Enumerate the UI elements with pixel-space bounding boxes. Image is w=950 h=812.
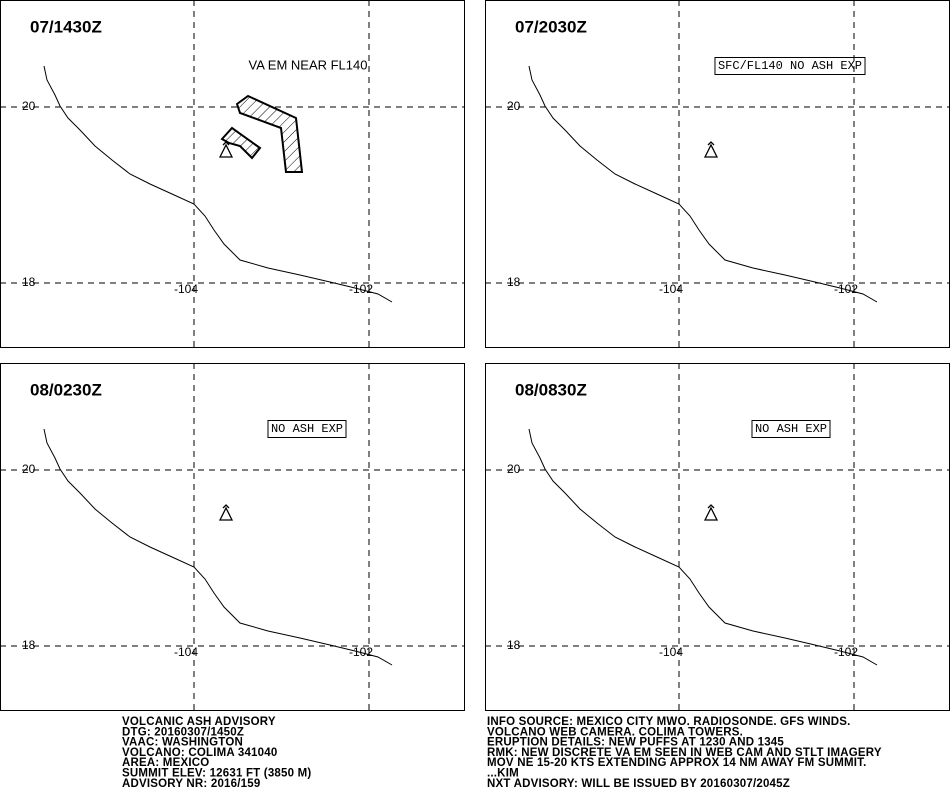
- advisory-line: MOV NE 15-20 KTS EXTENDING APPROX 14 NM …: [487, 757, 867, 769]
- coastline: [43, 65, 393, 303]
- advisory-line: VOLCANO WEB CAMERA. COLIMA TOWERS.: [487, 726, 743, 738]
- lat-label: 18: [22, 638, 36, 652]
- valid-time: 07/2030Z: [515, 17, 587, 36]
- advisory-line: AREA: MEXICO: [122, 757, 209, 769]
- ash-area: [235, 94, 304, 173]
- annotation-box: [751, 420, 831, 438]
- annotation: SFC/FL140 NO ASH EXP: [718, 59, 862, 73]
- coastline: [528, 428, 878, 666]
- lat-label: 18: [507, 638, 521, 652]
- advisory-line: NXT ADVISORY: WILL BE ISSUED BY 20160307…: [487, 778, 790, 790]
- advisory-line: RMK: NEW DISCRETE VA EM SEEN IN WEB CAM …: [487, 747, 882, 759]
- lon-label: -104: [174, 645, 198, 659]
- ash-area: [220, 126, 262, 160]
- lat-label: 18: [22, 275, 36, 289]
- lat-label: 20: [22, 99, 36, 113]
- lat-label: 18: [507, 275, 521, 289]
- advisory-line: ERUPTION DETAILS: NEW PUFFS AT 1230 AND …: [487, 737, 784, 749]
- advisory-line: VOLCANO: COLIMA 341040: [122, 747, 277, 759]
- annotation-box: [714, 57, 866, 75]
- coastline: [43, 428, 393, 666]
- annotation-box: [267, 420, 347, 438]
- annotation: VA EM NEAR FL140: [249, 57, 368, 72]
- valid-time: 08/0830Z: [515, 380, 587, 399]
- advisory-line: VAAC: WASHINGTON: [122, 737, 243, 749]
- lon-label: -104: [659, 645, 683, 659]
- panel-frame: [485, 0, 950, 348]
- advisory-line: ADVISORY NR: 2016/159: [122, 778, 260, 790]
- coastline: [528, 65, 878, 303]
- volcano-symbol: [703, 141, 719, 158]
- volcano-symbol: [703, 504, 719, 521]
- annotation: NO ASH EXP: [271, 422, 343, 436]
- advisory-line: VOLCANIC ASH ADVISORY: [122, 716, 276, 728]
- valid-time: 08/0230Z: [30, 380, 102, 399]
- panel-frame: [0, 363, 465, 711]
- valid-time: 07/1430Z: [30, 17, 102, 36]
- advisory-line: ...KIM: [487, 768, 519, 780]
- lat-label: 20: [22, 462, 36, 476]
- lat-label: 20: [507, 99, 521, 113]
- volcano-symbol: [218, 504, 234, 521]
- advisory-line: SUMMIT ELEV: 12631 FT (3850 M): [122, 768, 311, 780]
- lon-label: -104: [659, 282, 683, 296]
- advisory-line: INFO SOURCE: MEXICO CITY MWO. RADIOSONDE…: [487, 716, 851, 728]
- annotation: NO ASH EXP: [755, 422, 827, 436]
- panel-frame: [485, 363, 950, 711]
- panel-frame: [0, 0, 465, 348]
- advisory-line: DTG: 20160307/1450Z: [122, 726, 244, 738]
- lat-label: 20: [507, 462, 521, 476]
- lon-label: -104: [174, 282, 198, 296]
